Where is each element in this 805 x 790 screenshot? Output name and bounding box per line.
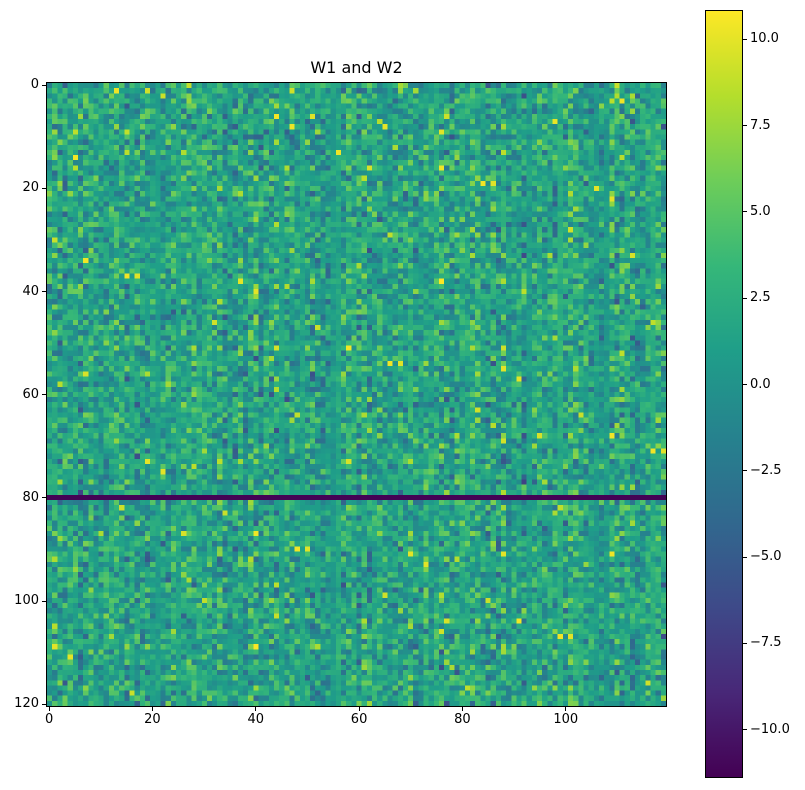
colorbar-tick-mark [743,384,747,385]
x-tick-label: 100 [553,712,579,727]
colorbar-tick-label: 2.5 [750,290,771,306]
y-tick-mark [42,600,46,602]
y-tick-label: 20 [22,180,39,196]
colorbar-tick-mark [743,297,747,299]
x-tick-label: 0 [44,712,54,727]
colorbar-tick-label: 5.0 [750,203,771,219]
heatmap-image [46,82,667,707]
colorbar-tick-mark [743,556,747,558]
y-tick-mark [42,497,46,499]
y-tick-label: 0 [30,77,39,93]
colorbar-tick-mark [743,729,747,731]
colorbar-tick-label: 10.0 [750,31,779,47]
y-tick-mark [42,394,46,396]
y-tick-label: 80 [22,489,39,505]
x-tick-mark [565,707,567,711]
x-tick-mark [461,707,463,711]
x-tick-mark [358,707,360,711]
colorbar-tick-mark [743,125,747,127]
colorbar [705,10,743,778]
colorbar-tick-label: −10.0 [750,721,790,737]
y-tick-label: 120 [14,696,39,712]
colorbar-tick-mark [743,211,747,213]
colorbar-tick-mark [743,38,747,40]
y-tick-mark [42,291,46,293]
y-tick-mark [42,703,46,705]
x-tick-mark [48,707,50,711]
x-tick-label: 20 [144,712,161,727]
x-tick-mark [151,707,153,711]
colorbar-tick-mark [743,642,747,644]
y-tick-mark [42,84,46,86]
x-tick-label: 80 [454,712,471,727]
y-tick-label: 60 [22,386,39,402]
x-tick-mark [255,707,257,711]
colorbar-tick-label: 7.5 [750,117,771,133]
colorbar-tick-label: −5.0 [750,549,782,565]
y-tick-mark [42,187,46,189]
x-tick-label: 40 [247,712,265,727]
colorbar-tick-label: −2.5 [750,462,782,478]
chart-title: W1 and W2 [310,58,403,77]
y-tick-label: 40 [22,283,39,299]
colorbar-tick-label: 0.0 [750,376,771,392]
x-tick-label: 60 [350,712,368,727]
colorbar-tick-mark [743,470,747,472]
colorbar-tick-label: −7.5 [750,635,782,651]
y-tick-label: 100 [14,593,39,609]
